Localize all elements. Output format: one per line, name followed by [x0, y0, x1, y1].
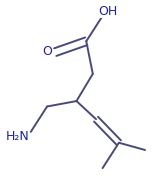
Text: OH: OH [99, 5, 118, 18]
Text: H₂N: H₂N [6, 130, 30, 143]
Text: O: O [42, 45, 52, 58]
